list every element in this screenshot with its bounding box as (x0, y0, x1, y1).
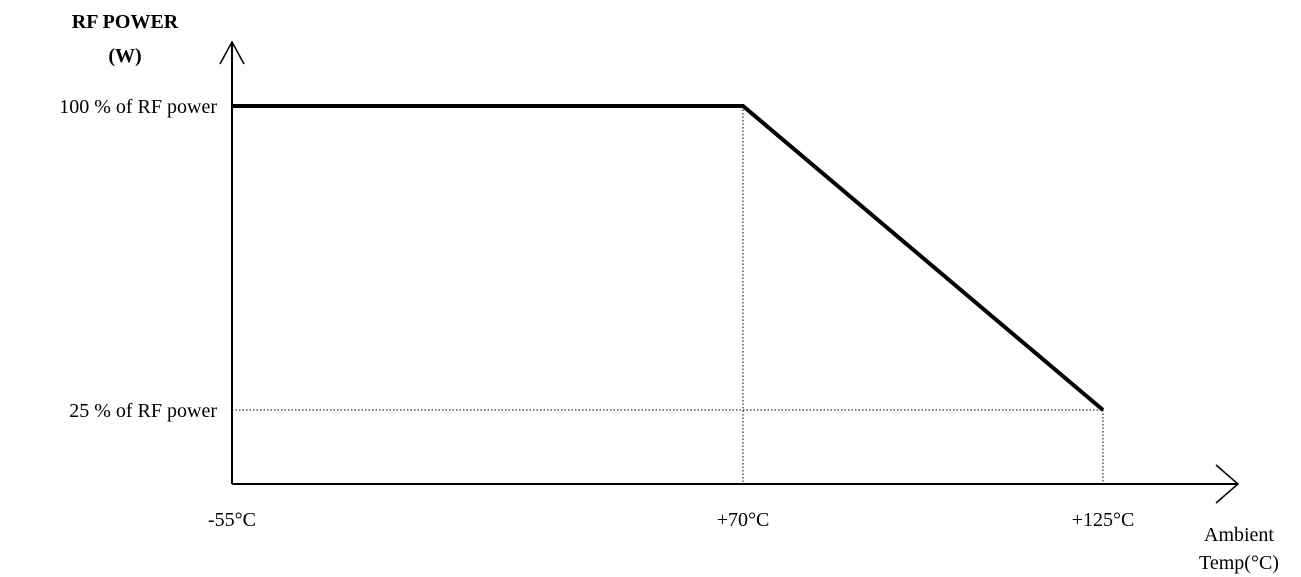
x-axis-title-line-2: Temp(°C) (1199, 552, 1279, 574)
y-axis-title-line-2: (W) (108, 45, 141, 67)
axes (219, 40, 1240, 504)
series-group (231, 104, 1105, 412)
x-tick-label: +125°C (1072, 509, 1135, 531)
x-axis-title-line-1: Ambient (1204, 524, 1274, 546)
x-axis-arrow (1215, 464, 1240, 504)
x-tick-label: -55°C (208, 509, 256, 531)
y-tick-labels: 100 % of RF power 25 % of RF power (59, 96, 217, 422)
x-tick-label: +70°C (717, 509, 770, 531)
y-axis-title-line-1: RF POWER (72, 11, 179, 33)
x-tick-labels: -55°C +70°C +125°C (208, 509, 1134, 531)
y-axis-arrow (219, 40, 245, 65)
series-line (232, 104, 1105, 412)
y-tick-label: 100 % of RF power (59, 96, 217, 118)
y-tick-label: 25 % of RF power (69, 400, 217, 422)
guide-lines (232, 106, 1104, 484)
